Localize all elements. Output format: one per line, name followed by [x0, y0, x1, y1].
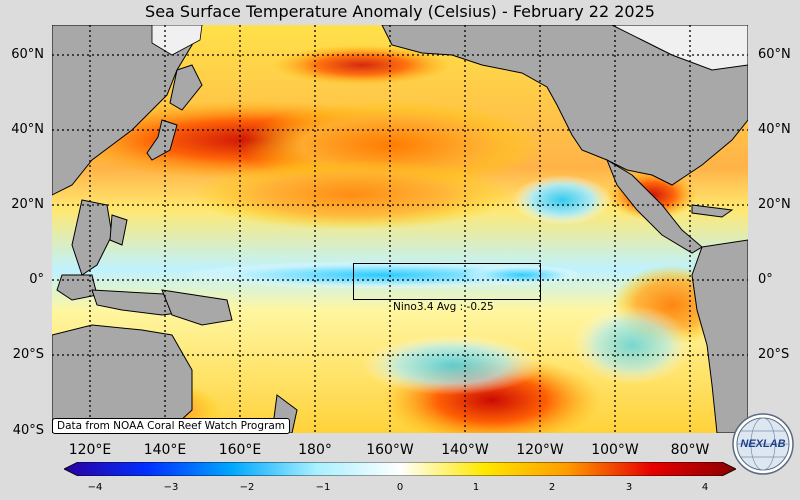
lon-label-140w: 140°W: [441, 442, 489, 458]
svg-text:NEXLAB: NEXLAB: [740, 438, 785, 450]
colorbar-tick-label: −2: [239, 482, 255, 493]
nexlab-logo: NEXLAB: [732, 413, 794, 475]
map-title: Sea Surface Temperature Anomaly (Celsius…: [145, 2, 655, 21]
lon-label-100w: 100°W: [591, 442, 639, 458]
colorbar-tick-label: 1: [472, 482, 480, 493]
lon-label-180: 180°: [298, 442, 332, 458]
colorbar-tick-label: −1: [315, 482, 331, 493]
lat-label-40n-right: 40°N: [758, 122, 791, 137]
lat-label-eq-right: 0°: [758, 272, 773, 287]
lat-label-eq: 0°: [29, 272, 44, 287]
nino34-average-label: Nino3.4 Avg : -0.25: [393, 301, 494, 313]
lon-label-140e: 140°E: [143, 442, 187, 458]
colorbar-tick-label: 4: [701, 482, 709, 493]
lat-label-20n: 20°N: [11, 197, 44, 212]
lon-label-80w: 80°W: [670, 442, 710, 458]
lat-label-20n-right: 20°N: [758, 197, 791, 212]
lon-label-120w: 120°W: [516, 442, 564, 458]
lat-label-20s-right: 20°S: [758, 347, 790, 362]
lon-label-160e: 160°E: [218, 442, 262, 458]
lat-label-40s: 40°S: [12, 423, 44, 438]
lat-label-40n: 40°N: [11, 122, 44, 137]
land: [52, 25, 748, 433]
colorbar-tick-label: 2: [548, 482, 556, 493]
colorbar-tick-label: −3: [163, 482, 179, 493]
graticule: [52, 25, 748, 433]
lat-label-60n-right: 60°N: [758, 47, 791, 62]
sst-anomaly-map: [52, 25, 748, 433]
lat-label-20s: 20°S: [12, 347, 44, 362]
sea-ice: [611, 25, 748, 71]
nino34-region-box: [353, 263, 541, 300]
colorbar-tick-label: −4: [87, 482, 103, 493]
lon-label-120e: 120°E: [68, 442, 112, 458]
lon-label-160w: 160°W: [366, 442, 414, 458]
colorbar: [64, 462, 736, 476]
colorbar-tick-label: 0: [396, 482, 404, 493]
lat-label-60n: 60°N: [11, 47, 44, 62]
colorbar-tick-label: 3: [625, 482, 633, 493]
data-credit: Data from NOAA Coral Reef Watch Program: [52, 418, 290, 434]
